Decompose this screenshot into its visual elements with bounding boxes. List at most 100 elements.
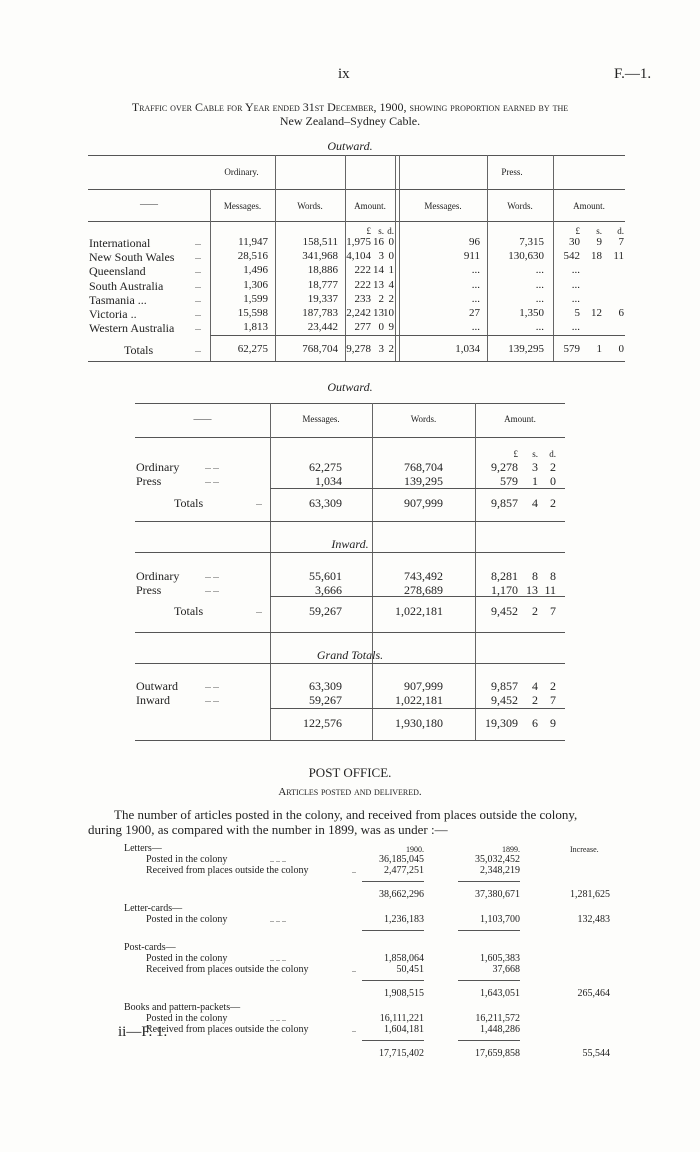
press-amount-shillings: 12 xyxy=(591,307,602,319)
press-words: ... xyxy=(535,278,544,291)
total-1899: 37,380,671 xyxy=(475,889,520,900)
column-header-messages: Messages. xyxy=(424,201,462,211)
rule xyxy=(210,335,625,336)
leader-dots: ... xyxy=(195,294,201,304)
leader-dots: .. xyxy=(352,965,356,974)
ordinary-messages: 28,516 xyxy=(237,250,268,263)
rule xyxy=(362,881,424,882)
column-rule xyxy=(395,155,396,361)
press-messages: 1,034 xyxy=(455,343,480,355)
leader-dots: .. .. .. xyxy=(270,954,286,963)
column-rule xyxy=(270,403,271,740)
amount-shillings: 3 xyxy=(532,460,538,474)
item-label: Received from places outside the colony xyxy=(146,865,309,876)
rule xyxy=(135,521,565,522)
leader-dots: ... ... xyxy=(205,584,219,594)
group-title: Letter-cards— xyxy=(124,903,183,914)
press-amount-pence: 6 xyxy=(618,307,625,319)
press-amount-pence: 11 xyxy=(613,250,624,263)
row-label: Press xyxy=(136,473,162,488)
item-label: Posted in the colony xyxy=(146,1013,228,1024)
rule xyxy=(458,930,520,931)
amount-pence: 0 xyxy=(550,473,556,488)
press-amount-pounds: 30 xyxy=(569,236,580,248)
messages: 59,267 xyxy=(309,692,342,707)
ordinary-words: 19,337 xyxy=(307,292,338,305)
group-press: Press. xyxy=(501,167,523,177)
column-rule xyxy=(475,403,476,740)
press-amount-pence: 7 xyxy=(618,236,625,248)
currency-label: s. xyxy=(532,449,538,459)
leader-dots: ... ... xyxy=(205,475,219,485)
dash: —— xyxy=(140,199,158,209)
amount-pounds: 1,170 xyxy=(491,582,518,597)
messages: 62,275 xyxy=(309,460,342,474)
ordinary-amount-pence: 2 xyxy=(388,292,395,305)
column-header-words: Words. xyxy=(507,201,533,211)
words: 907,999 xyxy=(404,679,443,693)
currency-label: s. xyxy=(596,226,602,236)
value-1899: 1,605,383 xyxy=(480,953,520,964)
leader-dots: .. .. .. xyxy=(270,915,286,924)
row-label: Ordinary xyxy=(136,569,180,583)
rule xyxy=(88,221,625,222)
column-rule xyxy=(487,155,488,189)
total-amount-pounds: 19,309 xyxy=(485,716,518,730)
words: 278,689 xyxy=(404,582,443,597)
press-amount-pounds: ... xyxy=(571,278,580,291)
total-words: 1,022,181 xyxy=(395,604,443,618)
amount-pounds: 579 xyxy=(500,473,518,488)
paragraph-line-1: The number of articles posted in the col… xyxy=(114,807,578,822)
press-messages: 96 xyxy=(469,236,480,248)
column-rule xyxy=(399,155,400,361)
currency-label: s. xyxy=(378,226,384,236)
leader-dots: .. .. .. xyxy=(270,855,286,864)
value-1900: 36,185,045 xyxy=(379,854,424,865)
amount-pounds: 9,857 xyxy=(491,679,518,693)
value-1899: 35,032,452 xyxy=(475,854,520,865)
total-words: 907,999 xyxy=(404,496,443,510)
row-label: Victoria .. xyxy=(89,307,137,321)
row-label: Queensland xyxy=(89,264,146,279)
column-header-amount: Amount. xyxy=(573,201,605,211)
row-label: Outward xyxy=(136,679,178,693)
total-1899: 17,659,858 xyxy=(475,1048,520,1059)
value-1900: 1,858,064 xyxy=(384,953,424,964)
row-label: Western Australia xyxy=(89,321,175,336)
amount-pence: 2 xyxy=(550,679,556,693)
press-words: 139,295 xyxy=(508,343,544,355)
press-amount-shillings: 9 xyxy=(596,236,603,248)
currency-label: £ xyxy=(575,226,581,236)
ordinary-messages: 62,275 xyxy=(237,343,268,355)
ordinary-words: 158,511 xyxy=(302,236,338,248)
messages: 1,034 xyxy=(315,473,342,488)
leader-dots: ... ... xyxy=(205,681,219,690)
messages: 55,601 xyxy=(309,569,342,583)
ordinary-words: 18,777 xyxy=(307,278,338,291)
value-1899: 16,211,572 xyxy=(475,1013,520,1024)
row-label: South Australia xyxy=(89,278,164,293)
title-line-2: New Zealand–Sydney Cable. xyxy=(279,114,421,128)
ordinary-amount-shillings: 13 xyxy=(373,278,384,291)
press-amount-pounds: 579 xyxy=(563,343,581,355)
leader-dots: ... xyxy=(195,280,201,290)
value-1899: 1,103,700 xyxy=(480,914,520,925)
total-1900: 1,908,515 xyxy=(384,988,424,999)
ordinary-amount-pence: 4 xyxy=(388,278,395,291)
ordinary-amount-shillings: 13 xyxy=(373,307,384,319)
ordinary-amount-shillings: 16 xyxy=(373,236,384,248)
press-words: 1,350 xyxy=(519,307,544,319)
column-rule xyxy=(487,189,488,361)
group-title: Books and pattern-packets— xyxy=(124,1002,241,1013)
totals-label: Totals xyxy=(174,604,204,618)
ordinary-amount-pounds: 233 xyxy=(354,292,372,305)
row-label: Press xyxy=(136,582,162,597)
currency-label: d. xyxy=(617,226,624,236)
rule xyxy=(458,881,520,882)
post-office-heading: POST OFFICE. xyxy=(308,765,392,780)
press-amount-pence: 0 xyxy=(618,343,625,355)
rule xyxy=(135,403,565,404)
ordinary-messages: 1,496 xyxy=(243,264,268,277)
rule xyxy=(458,1040,520,1041)
amount-pence: 2 xyxy=(550,460,556,474)
